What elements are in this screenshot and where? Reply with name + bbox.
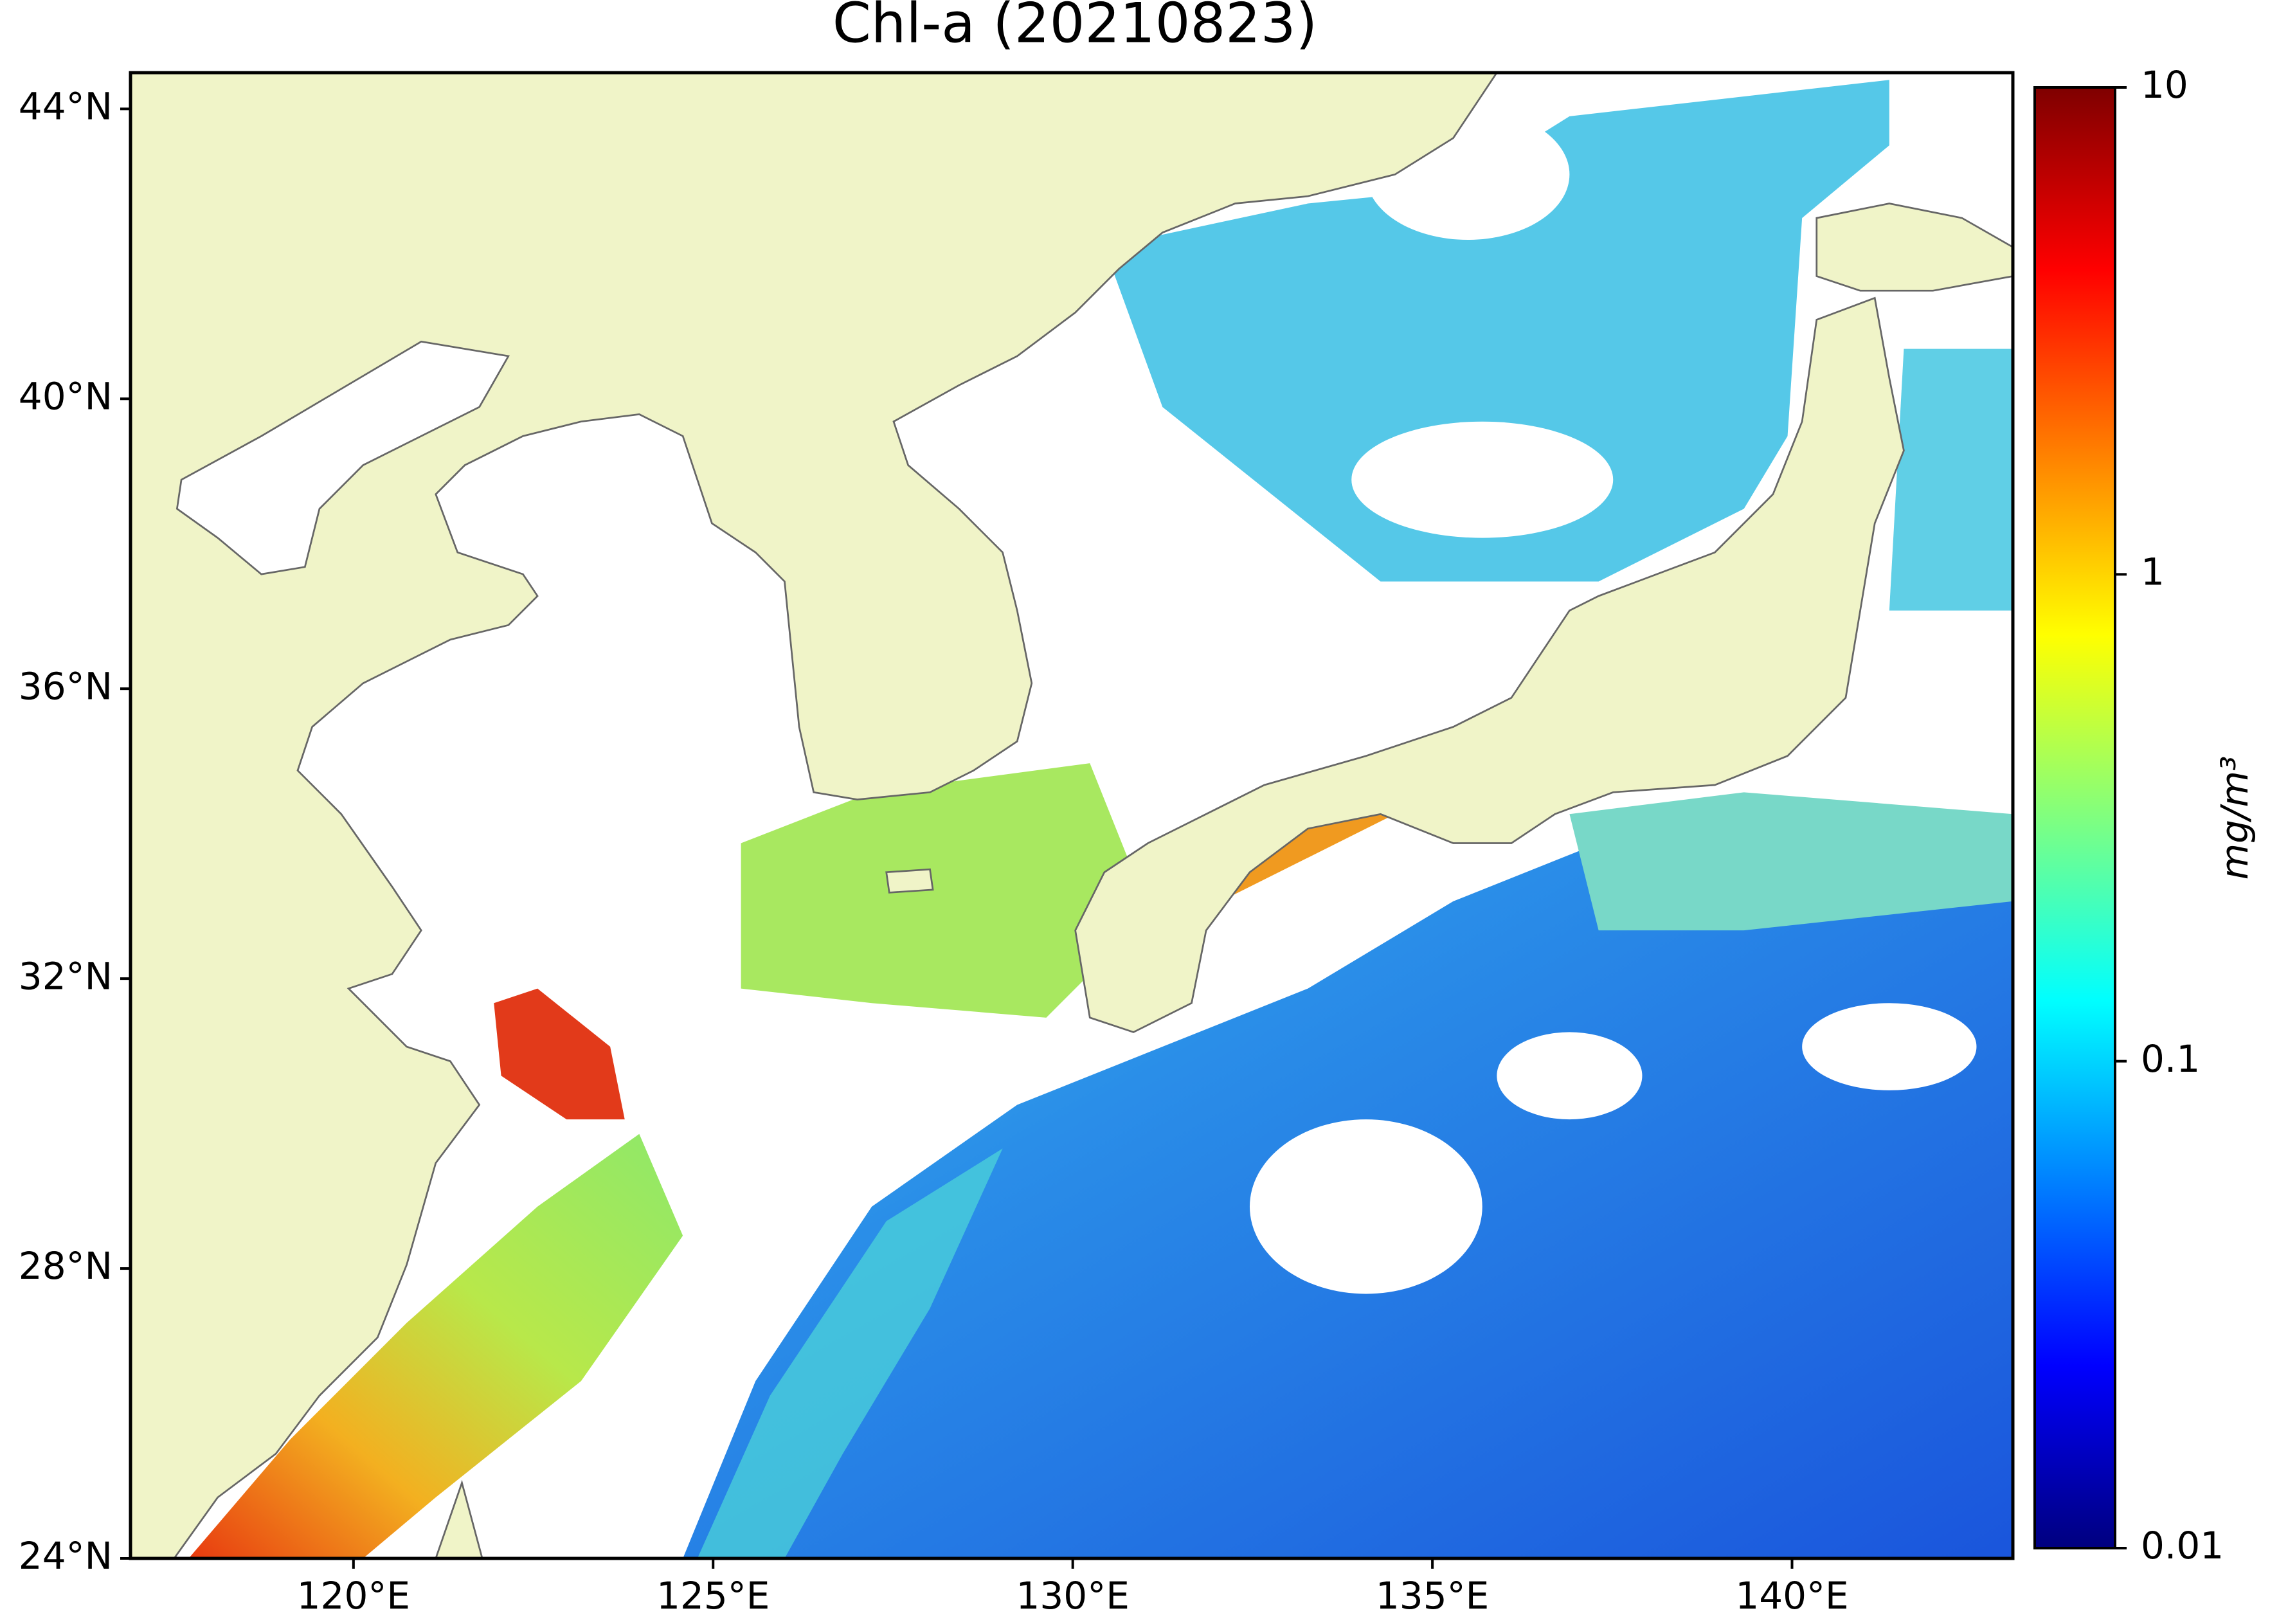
x-tick-label: 120°E — [297, 1574, 410, 1618]
chl-kuroshio — [1569, 792, 2013, 931]
chl-sanriku — [1889, 348, 2013, 611]
y-tick-label: 36°N — [19, 664, 113, 708]
land — [131, 73, 2013, 1558]
cloud — [1802, 1003, 1977, 1090]
colorbar-tick-label: 0.1 — [2141, 1037, 2200, 1081]
cloud — [1497, 1032, 1643, 1120]
cloud — [1249, 1119, 1482, 1294]
y-tick-label: 32°N — [19, 954, 113, 998]
x-tick-label: 140°E — [1735, 1574, 1848, 1618]
chl-tsushima — [741, 763, 1134, 1018]
chl-ecs-coast — [188, 1133, 683, 1558]
title: Chl-a (20210823) — [833, 0, 1317, 55]
x-tick-label: 130°E — [1016, 1574, 1129, 1618]
colorbar-tick-label: 0.01 — [2141, 1524, 2224, 1567]
chl-changjiang — [494, 988, 625, 1120]
chl-shelf-edge — [697, 1148, 1003, 1558]
x-tick-label: 125°E — [656, 1574, 770, 1618]
y-tick-label: 28°N — [19, 1244, 113, 1288]
colorbar — [2033, 86, 2116, 1549]
y-tick-label: 44°N — [19, 84, 113, 128]
y-tick-label: 24°N — [19, 1534, 113, 1578]
chl-east-sea — [1104, 80, 1889, 582]
y-tick-label: 40°N — [19, 374, 113, 418]
x-tick-label: 135°E — [1376, 1574, 1489, 1618]
colorbar-tick-label: 10 — [2141, 63, 2188, 107]
map-area — [131, 73, 2013, 1558]
cloud — [1351, 421, 1614, 538]
colorbar-tick-label: 1 — [2141, 550, 2165, 593]
colorbar-label: mg/m³ — [2213, 756, 2256, 880]
